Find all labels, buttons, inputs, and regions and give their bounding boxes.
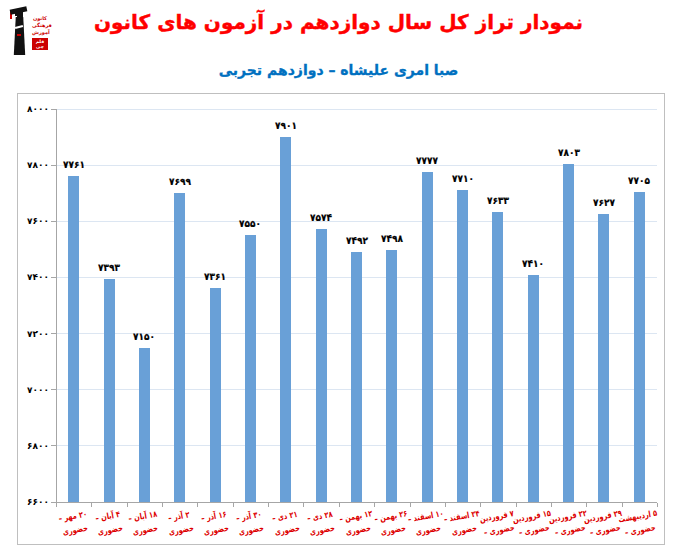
x-axis-line <box>56 502 657 503</box>
bar-value-label: ۷۵۷۴ <box>303 212 339 223</box>
bar <box>492 212 503 502</box>
bar <box>351 252 362 502</box>
bar-value-label: ۷۷۷۷ <box>409 155 445 166</box>
bar-value-label: ۷۴۹۸ <box>374 233 410 244</box>
y-axis-label: ۷۲۰۰ <box>18 328 49 340</box>
bar <box>104 279 115 502</box>
bar <box>457 190 468 502</box>
bar-value-label: ۷۳۶۱ <box>197 271 233 282</box>
bar <box>68 176 79 502</box>
bar-value-label: ۷۳۹۳ <box>91 262 127 273</box>
bar-value-label: ۷۶۹۹ <box>162 176 198 187</box>
bar <box>563 164 574 502</box>
bar <box>245 235 256 502</box>
bar <box>386 250 397 502</box>
bar-value-label: ۷۶۲۷ <box>586 197 622 208</box>
chart-area: ۶۶۰۰۶۸۰۰۷۰۰۰۷۲۰۰۷۴۰۰۷۶۰۰۷۸۰۰۸۰۰۰۷۷۶۱۲۰ م… <box>17 93 665 545</box>
x-axis-label: ۵ اردیبهشتحضوری – <box>616 506 662 541</box>
y-axis-label: ۶۶۰۰ <box>18 496 49 508</box>
bar <box>634 192 645 502</box>
bar <box>139 348 150 502</box>
bar <box>174 193 185 502</box>
bar <box>280 137 291 502</box>
bar-value-label: ۷۴۹۲ <box>339 235 375 246</box>
logo-badge: قلم چی <box>32 38 48 50</box>
bar-value-label: ۷۷۰۵ <box>621 175 657 186</box>
bar-value-label: ۷۷۶۱ <box>56 159 92 170</box>
y-axis-label: ۶۸۰۰ <box>18 440 49 452</box>
bar-value-label: ۷۵۵۰ <box>232 218 268 229</box>
chart-title: نمودار تراز کل سال دوازدهم در آزمون های … <box>0 10 677 34</box>
x-axis-tick <box>56 503 57 507</box>
bar-value-label: ۷۷۱۰ <box>445 173 481 184</box>
y-axis-label: ۸۰۰۰ <box>18 103 49 115</box>
bar <box>422 172 433 502</box>
bar-value-label: ۷۹۰۱ <box>268 120 304 131</box>
y-axis-label: ۷۴۰۰ <box>18 271 49 283</box>
bar-value-label: ۷۴۱۰ <box>515 258 551 269</box>
bar <box>316 229 327 502</box>
y-axis-label: ۷۶۰۰ <box>18 215 49 227</box>
chart-subtitle: صبا امری علیشاه – دوازدهم تجربی <box>0 62 677 78</box>
y-axis-label: ۷۸۰۰ <box>18 159 49 171</box>
y-gridline <box>56 109 657 110</box>
y-axis-label: ۷۰۰۰ <box>18 384 49 396</box>
bar <box>598 214 609 502</box>
bar-value-label: ۷۱۵۰ <box>126 331 162 342</box>
bar <box>210 288 221 502</box>
bar <box>528 275 539 502</box>
bar-value-label: ۷۸۰۳ <box>551 147 587 158</box>
bar-value-label: ۷۶۳۳ <box>480 195 516 206</box>
